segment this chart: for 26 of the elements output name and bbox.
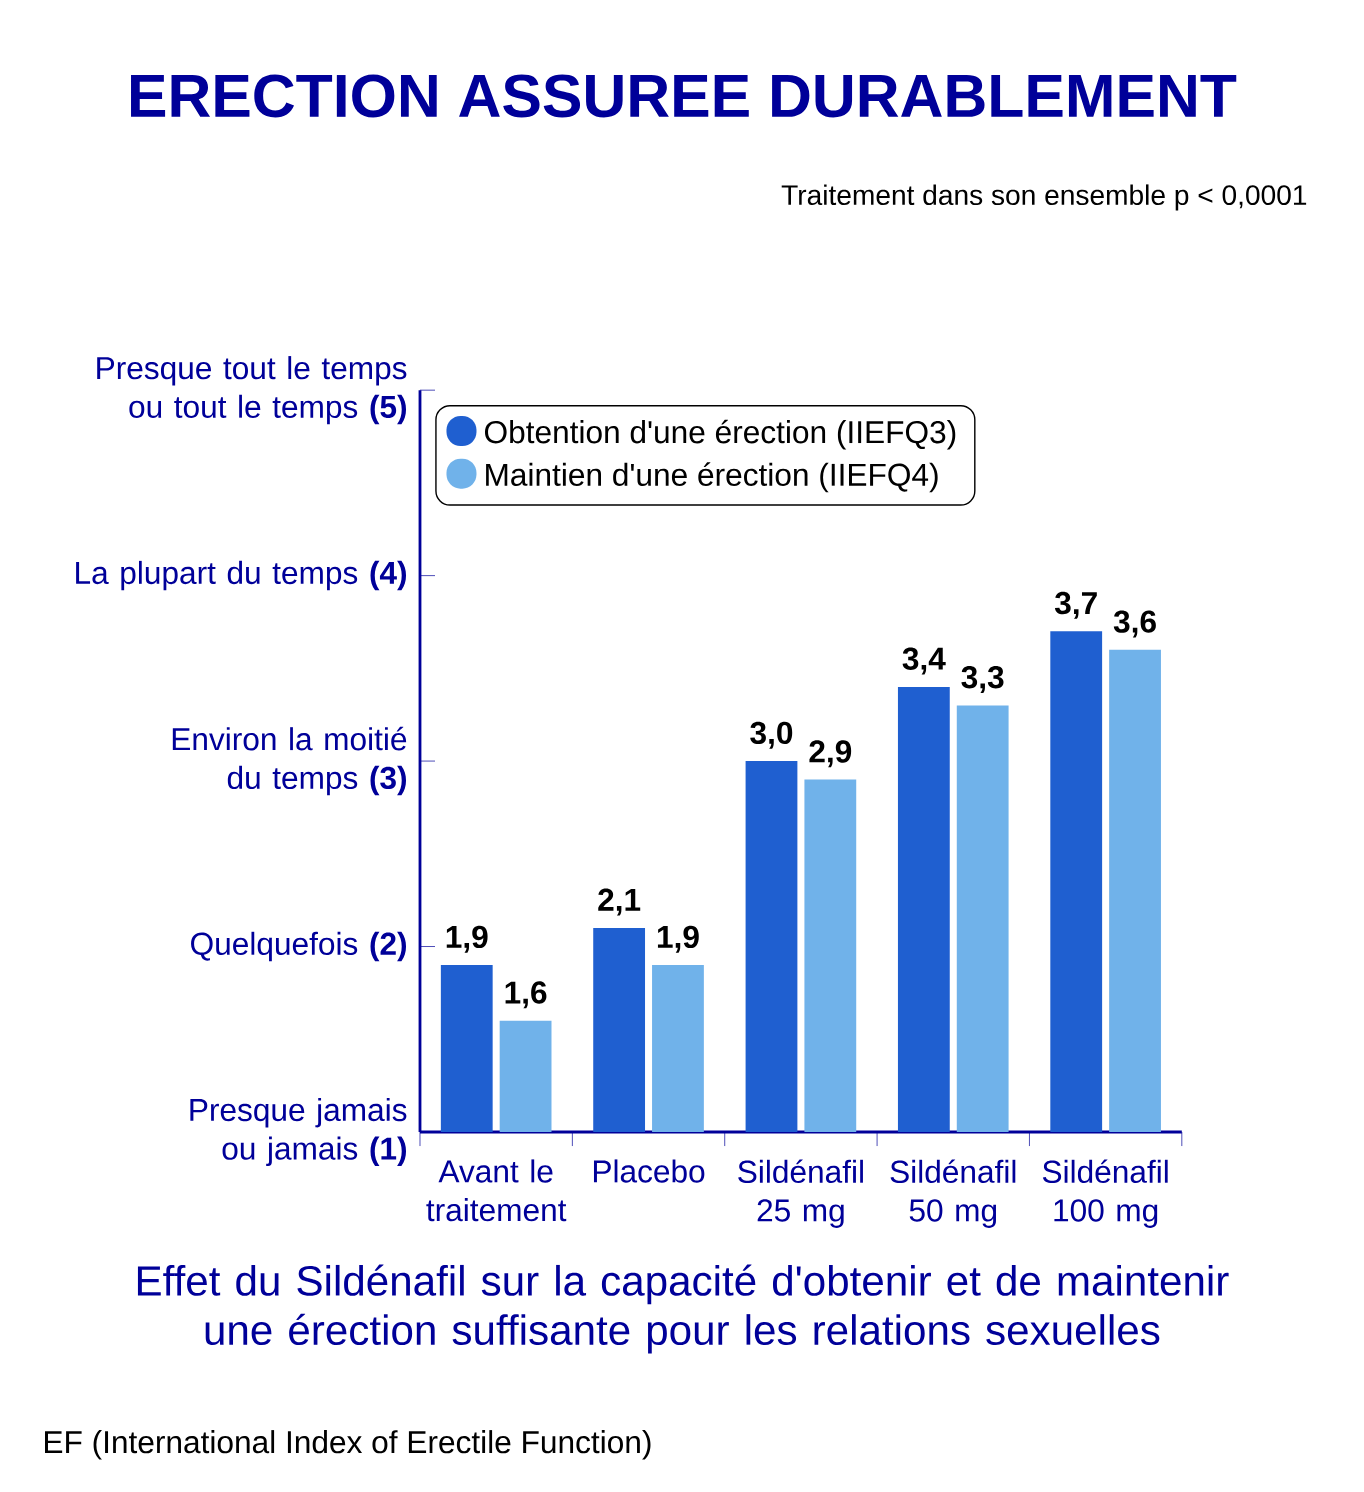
x-tick-label: Placebo	[593, 1159, 705, 1183]
data-label: 3,3	[961, 666, 1004, 694]
text: Effet du Sildénafil sur la capacité d'obtenir et de maintenir une érection suffisante pour les relations sexuelles	[137, 1264, 1229, 1354]
data-label: 3,0	[750, 721, 793, 749]
data-label: 2,1	[598, 888, 641, 916]
text: EF (International Index of Erectile Function)	[45, 1430, 651, 1460]
y-tick-label: Quelquefois (2)	[191, 931, 407, 962]
data-label: 3,4	[902, 647, 946, 675]
legend-label: Obtention d'une érection (IIEFQ3)	[485, 419, 956, 450]
y-tick-label: Presque jamais ou jamais (1)	[190, 1097, 407, 1167]
chart-title: ERECTION ASSUREE DURABLEMENT	[131, 74, 1237, 118]
data-label: 2,9	[809, 740, 852, 768]
data-label: 3,6	[1113, 610, 1156, 638]
x-tick-label: Avant le traitement	[426, 1159, 567, 1222]
x-tick-label: Sildénafil 25 mg	[738, 1159, 863, 1228]
y-tick-label: La plupart du temps (4)	[76, 560, 407, 591]
data-label: 1,9	[446, 925, 488, 953]
data-label: 3,7	[1054, 591, 1097, 619]
legend-label: Maintien d'une érection (IIEFQ4)	[486, 462, 938, 493]
y-tick-label: Presque tout le temps ou tout le temps (5)	[97, 356, 407, 425]
x-tick-label: Sildénafil 50 mg	[890, 1159, 1016, 1228]
data-label: 1,9	[657, 925, 699, 953]
x-tick-label: Sildénafil 100 mg	[1042, 1159, 1168, 1228]
data-label: 1,6	[505, 981, 547, 1009]
y-tick-label: Environ la moitié du temps (3)	[172, 726, 407, 796]
text: Traitement dans son ensemble p < 0,0001	[781, 184, 1307, 211]
